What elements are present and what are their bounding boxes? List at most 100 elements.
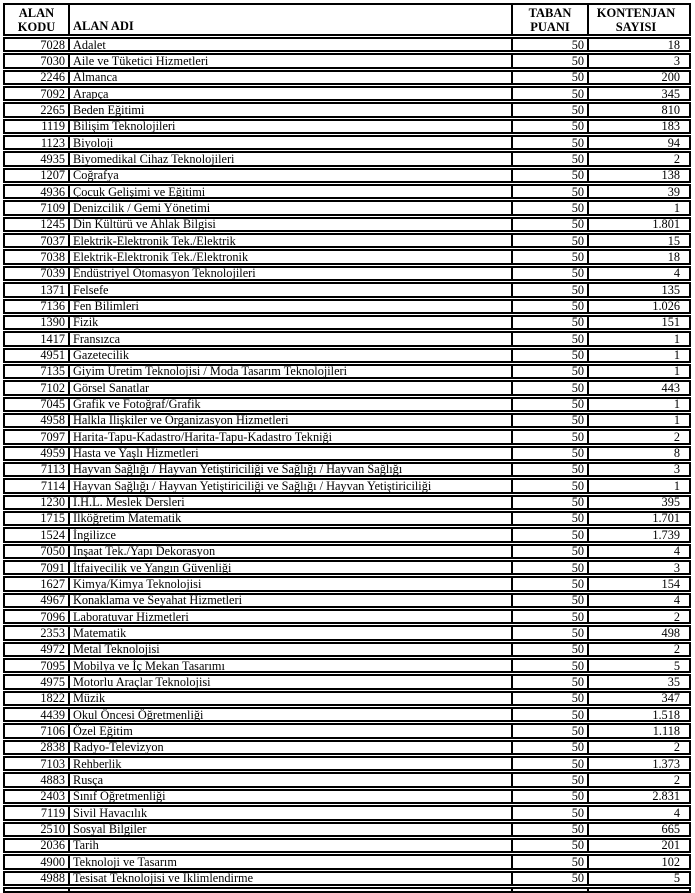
alan-adi-cell: Hayvan Sağlığı / Hayvan Yetiştiriciliği …	[70, 480, 513, 492]
alan-adi-cell: Fizik	[70, 316, 513, 329]
alan-adi-cell: Halkla İlişkiler ve Organizasyon Hizmetl…	[70, 414, 513, 427]
table-row: 7039 Endüstriyel Otomasyon Teknolojileri…	[3, 265, 691, 282]
taban-puani-cell: 50	[513, 463, 589, 476]
alan-adi-cell: Laboratuvar Hizmetleri	[70, 611, 513, 623]
taban-puani-cell: 50	[513, 823, 589, 835]
table-row: 4958 Halkla İlişkiler ve Organizasyon Hi…	[3, 412, 691, 429]
alan-adi-cell: Elektrik-Elektronik Tek./Elektrik	[70, 235, 513, 247]
taban-puani-cell: 50	[513, 284, 589, 296]
taban-puani-cell: 50	[513, 578, 589, 590]
taban-puani-cell: 50	[513, 676, 589, 688]
table-row: 1245 Din Kültürü ve Ahlak Bilgisi 50 1.8…	[3, 216, 691, 233]
kontenjan-cell: 1	[673, 398, 680, 410]
alan-kodu-cell: 4967	[5, 594, 70, 607]
alan-kodu-cell: 2403	[5, 790, 70, 803]
table-row: 7135 Giyim Üretim Teknolojisi / Moda Tas…	[3, 363, 691, 380]
kontenjan-cell: 345	[661, 88, 680, 100]
table-row: 4967 Konaklama ve Seyahat Hizmetleri 50 …	[3, 592, 691, 609]
alan-kodu-cell: 7119	[5, 807, 70, 819]
alan-adi-cell: Sınıf Öğretmenliği	[70, 790, 513, 803]
kontenjan-cell: 138	[661, 169, 680, 182]
alan-kodu-cell: 4900	[5, 856, 70, 868]
kontenjan-cell: 5	[673, 872, 680, 884]
taban-puani-cell: 50	[513, 545, 589, 557]
alan-kodu-cell: 2353	[5, 627, 70, 639]
alan-adi-cell: Konaklama ve Seyahat Hizmetleri	[70, 594, 513, 607]
kontenjan-cell: 2.831	[652, 790, 680, 803]
table-row: 1390 Fizik 50 151	[3, 314, 691, 331]
alan-adi-cell: Denizcilik / Gemi Yönetimi	[70, 202, 513, 214]
kontenjan-cell: 1.026	[652, 300, 680, 312]
alan-kodu-cell: 7102	[5, 382, 70, 394]
table-row: 7119 Sivil Havacılık 50 4	[3, 805, 691, 821]
taban-puani-cell: 50	[513, 709, 589, 721]
kontenjan-cell: 1.373	[652, 758, 680, 770]
kontenjan-cell: 498	[661, 627, 680, 639]
alan-kodu-cell: 1715	[5, 512, 70, 525]
kontenjan-cell: 1	[673, 365, 680, 378]
taban-puani-cell: 50	[513, 120, 589, 133]
alan-adi-cell: Radyo-Televizyon	[70, 741, 513, 754]
taban-puani-cell: 50	[513, 137, 589, 149]
alan-adi-cell: Sivil Havacılık	[70, 807, 513, 819]
table-row: 2838 Radyo-Televizyon 50 2	[3, 739, 691, 756]
kontenjan-cell: 1	[673, 202, 680, 214]
table-row: 1715 İlköğretim Matematik 50 1.701	[3, 510, 691, 527]
taban-puani-cell: 50	[513, 660, 589, 672]
table-row: 7028 Adalet 50 18	[3, 37, 691, 53]
alan-kodu-cell: 4439	[5, 709, 70, 721]
taban-puani-cell: 50	[513, 692, 589, 705]
taban-puani-cell: 50	[513, 594, 589, 607]
taban-puani-cell: 50	[513, 398, 589, 410]
table-row: 7114 Hayvan Sağlığı / Hayvan Yetiştirici…	[3, 478, 691, 494]
alan-kodu-cell: 7045	[5, 398, 70, 410]
taban-puani-cell: 50	[513, 839, 589, 852]
taban-puani-cell: 50	[513, 627, 589, 639]
alan-kodu-cell: 4883	[5, 774, 70, 786]
alan-adi-cell: Fransızca	[70, 333, 513, 345]
alan-adi-cell: İnşaat Tek./Yapı Dekorasyon	[70, 545, 513, 557]
alan-kodu-cell: 4958	[5, 414, 70, 427]
taban-puani-cell: 50	[513, 725, 589, 737]
alan-adi-cell: Gazetecilik	[70, 349, 513, 361]
kontenjan-cell: 8	[673, 447, 680, 459]
alan-adi-cell: Tarih	[70, 839, 513, 852]
taban-puani-cell: 50	[513, 382, 589, 394]
kontenjan-cell: 4	[673, 267, 680, 280]
taban-puani-cell: 50	[513, 856, 589, 868]
kontenjan-cell: 183	[661, 120, 680, 133]
alan-adi-cell: Okul Öncesi Öğretmenliği	[70, 709, 513, 721]
table-row: 1822 Müzik 50 347	[3, 690, 691, 707]
table-row: 7045 Grafik ve Fotoğraf/Grafik 50 1	[3, 396, 691, 412]
kontenjan-cell: 102	[661, 856, 680, 868]
taban-puani-cell: 50	[513, 643, 589, 656]
kontenjan-cell: 443	[661, 382, 680, 394]
table-row: 1207 Coğrafya 50 138	[3, 167, 691, 184]
table-row: 1119 Bilişim Teknolojileri 50 183	[3, 118, 691, 135]
alan-adi-cell: Rusça	[70, 774, 513, 786]
alan-kodu-cell: 7109	[5, 202, 70, 214]
taban-puani-cell: 50	[513, 807, 589, 819]
kontenjan-cell: 4	[673, 545, 680, 557]
table-row: 4951 Gazetecilik 50 1	[3, 347, 691, 363]
kontenjan-cell: 2	[673, 611, 680, 623]
kontenjan-cell: 2	[673, 741, 680, 754]
kontenjan-cell: 3	[673, 55, 680, 67]
table-row: 4439 Okul Öncesi Öğretmenliği 50 1.518	[3, 707, 691, 723]
alan-adi-cell: İngilizce	[70, 529, 513, 541]
table-row: 4935 Biyomedikal Cihaz Teknolojileri 50 …	[3, 151, 691, 167]
alan-adi-cell: Endüstriyel Otomasyon Teknolojileri	[70, 267, 513, 280]
alan-adi-cell: İ.H.L. Meslek Dersleri	[70, 496, 513, 508]
table-row: 4988 Tesisat Teknolojisi ve İklimlendirm…	[3, 870, 691, 886]
alan-kodu-cell: 7092	[5, 88, 70, 100]
alan-adi-cell: Coğrafya	[70, 169, 513, 182]
table-row: 7092 Arapça 50 345	[3, 86, 691, 102]
alan-adi-cell: Biyomedikal Cihaz Teknolojileri	[70, 153, 513, 165]
taban-puani-cell: 50	[513, 104, 589, 116]
kontenjan-cell: 201	[661, 839, 680, 852]
alan-adi-cell: Hayvan Sağlığı / Hayvan Yetiştiriciliği …	[70, 463, 513, 476]
taban-puani-cell: 50	[513, 529, 589, 541]
table-row: 1417 Fransızca 50 1	[3, 331, 691, 347]
alan-kodu-cell: 7095	[5, 660, 70, 672]
table-row: 4959 Hasta ve Yaşlı Hizmetleri 50 8	[3, 445, 691, 461]
